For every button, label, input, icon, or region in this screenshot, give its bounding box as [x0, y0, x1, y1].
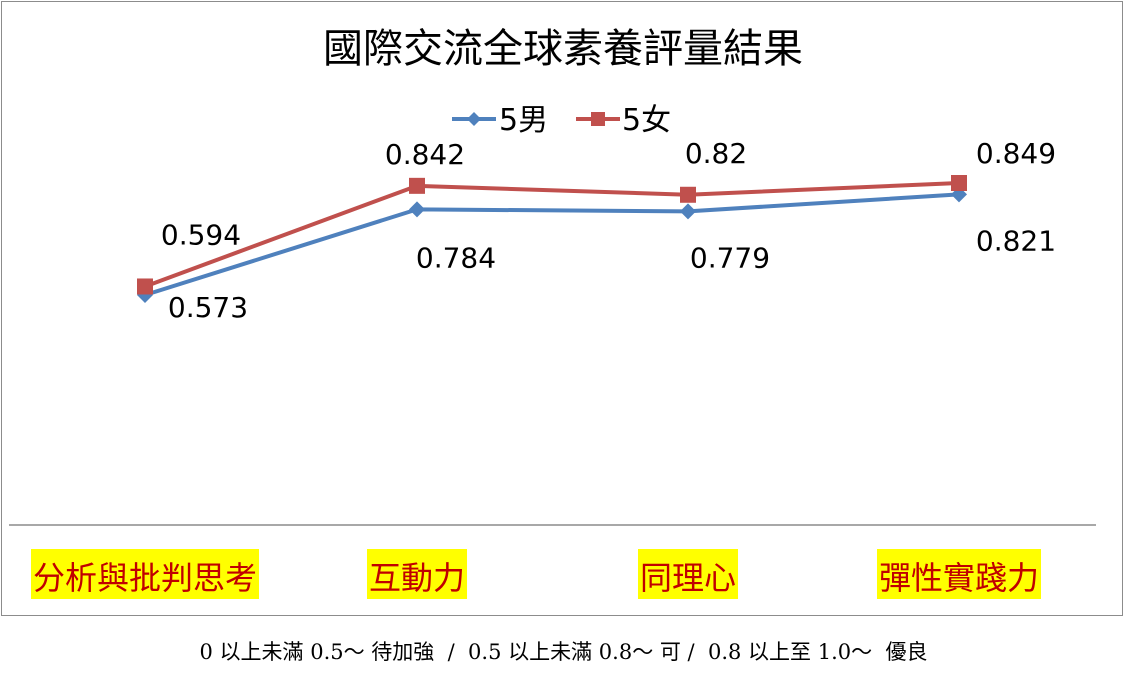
data-point-diamond — [680, 203, 696, 220]
data-point-square — [409, 177, 425, 194]
data-point-square — [137, 278, 153, 295]
legend-label-2: 5女 — [622, 103, 671, 138]
series-lines — [144, 181, 960, 297]
legend: 5男 5女 — [452, 103, 671, 138]
data-label: 0.821 — [976, 224, 1056, 257]
data-label: 0.82 — [685, 137, 747, 170]
data-labels: 0.573 0.784 0.779 0.821 0.594 0.842 0.82 0.849 — [161, 137, 1056, 324]
category-label: 同理心 — [640, 559, 736, 597]
category-highlight — [30, 549, 260, 599]
data-label: 0.594 — [161, 218, 241, 251]
series-line-2 — [144, 181, 960, 289]
legend-label-1: 5男 — [499, 103, 548, 138]
data-label: 0.779 — [690, 241, 770, 274]
series-line-1 — [144, 192, 960, 297]
series-markers — [137, 175, 967, 303]
data-point-square — [680, 186, 696, 203]
data-label: 0.849 — [976, 137, 1056, 170]
data-point-square — [951, 175, 967, 191]
data-label: 0.842 — [385, 138, 465, 171]
data-label: 0.784 — [416, 241, 496, 274]
category-label: 互動力 — [369, 559, 465, 597]
scale-legend-text: 0 以上未滿 0.5～ 待加強 / 0.5 以上未滿 0.8～ 可 / 0.8 … — [199, 640, 928, 664]
legend-marker-square — [591, 112, 605, 126]
category-highlight — [366, 549, 468, 599]
category-labels: 分析與批判思考 互動力 同理心 彈性實踐力 — [30, 549, 1042, 599]
category-label: 彈性實踐力 — [879, 559, 1039, 597]
chart-frame — [1, 1, 1123, 616]
data-label: 0.573 — [168, 291, 248, 324]
category-highlight — [637, 549, 739, 599]
data-point-diamond — [409, 201, 425, 218]
category-highlight — [876, 549, 1042, 599]
chart-title: 國際交流全球素養評量結果 — [323, 26, 803, 72]
legend-marker-diamond — [467, 112, 481, 126]
category-label: 分析與批判思考 — [33, 559, 257, 597]
